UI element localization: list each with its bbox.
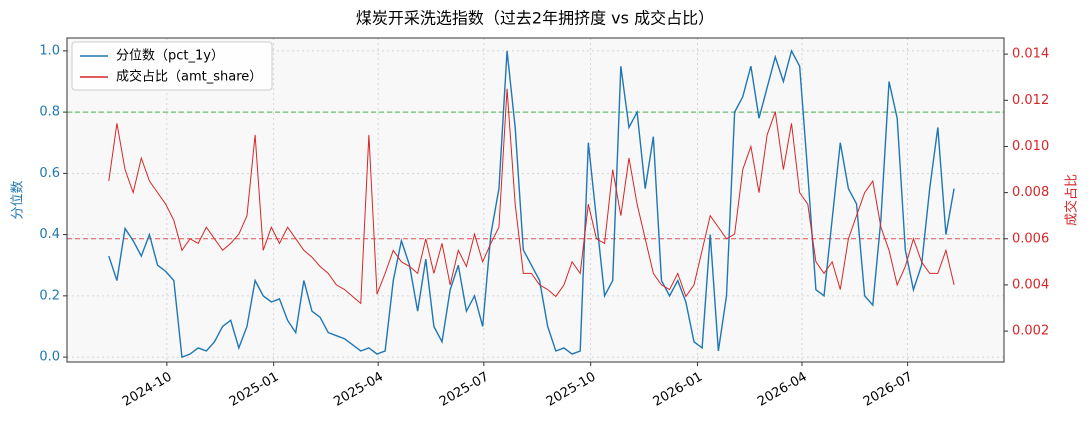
chart-title: 煤炭开采洗选指数（过去2年拥挤度 vs 成交占比） xyxy=(356,9,714,28)
x-tick-label: 2026-07 xyxy=(861,370,916,410)
y2-tick-label: 0.014 xyxy=(1012,47,1049,62)
series-line xyxy=(108,48,955,359)
x-tick-label: 2024-10 xyxy=(120,370,175,410)
y-tick-label: 0.8 xyxy=(39,105,60,120)
x-tick-label: 2026-01 xyxy=(651,370,706,410)
y2-tick-label: 0.008 xyxy=(1012,185,1049,200)
plot-frame xyxy=(66,37,1005,363)
x-tick-label: 2025-04 xyxy=(331,370,386,410)
x-tick-label: 2025-01 xyxy=(227,370,282,410)
y2-tick-label: 0.002 xyxy=(1012,324,1049,339)
x-tick-label: 2025-07 xyxy=(437,370,492,410)
legend-label: 分位数（pct_1y） xyxy=(116,49,224,64)
y2-tick-label: 0.012 xyxy=(1012,93,1049,108)
y-tick-label: 0.0 xyxy=(39,350,60,365)
x-tick-label: 2025-10 xyxy=(544,370,599,410)
legend-box xyxy=(71,41,273,91)
y-tick-label: 1.0 xyxy=(39,43,60,58)
y2-tick-label: 0.010 xyxy=(1012,139,1049,154)
series-line xyxy=(108,88,955,305)
plot-area xyxy=(67,38,1004,362)
y2-tick-label: 0.006 xyxy=(1012,231,1049,246)
y-tick-label: 0.4 xyxy=(39,227,60,242)
y-tick-label: 0.2 xyxy=(39,288,60,303)
x-tick-label: 2026-04 xyxy=(755,370,810,410)
y2-axis-label: 成交占比 xyxy=(1064,174,1080,226)
y2-tick-label: 0.004 xyxy=(1012,277,1049,292)
y-tick-label: 0.6 xyxy=(39,166,60,181)
y-axis-label: 分位数 xyxy=(11,180,26,219)
legend-label: 成交占比（amt_share） xyxy=(116,69,262,85)
